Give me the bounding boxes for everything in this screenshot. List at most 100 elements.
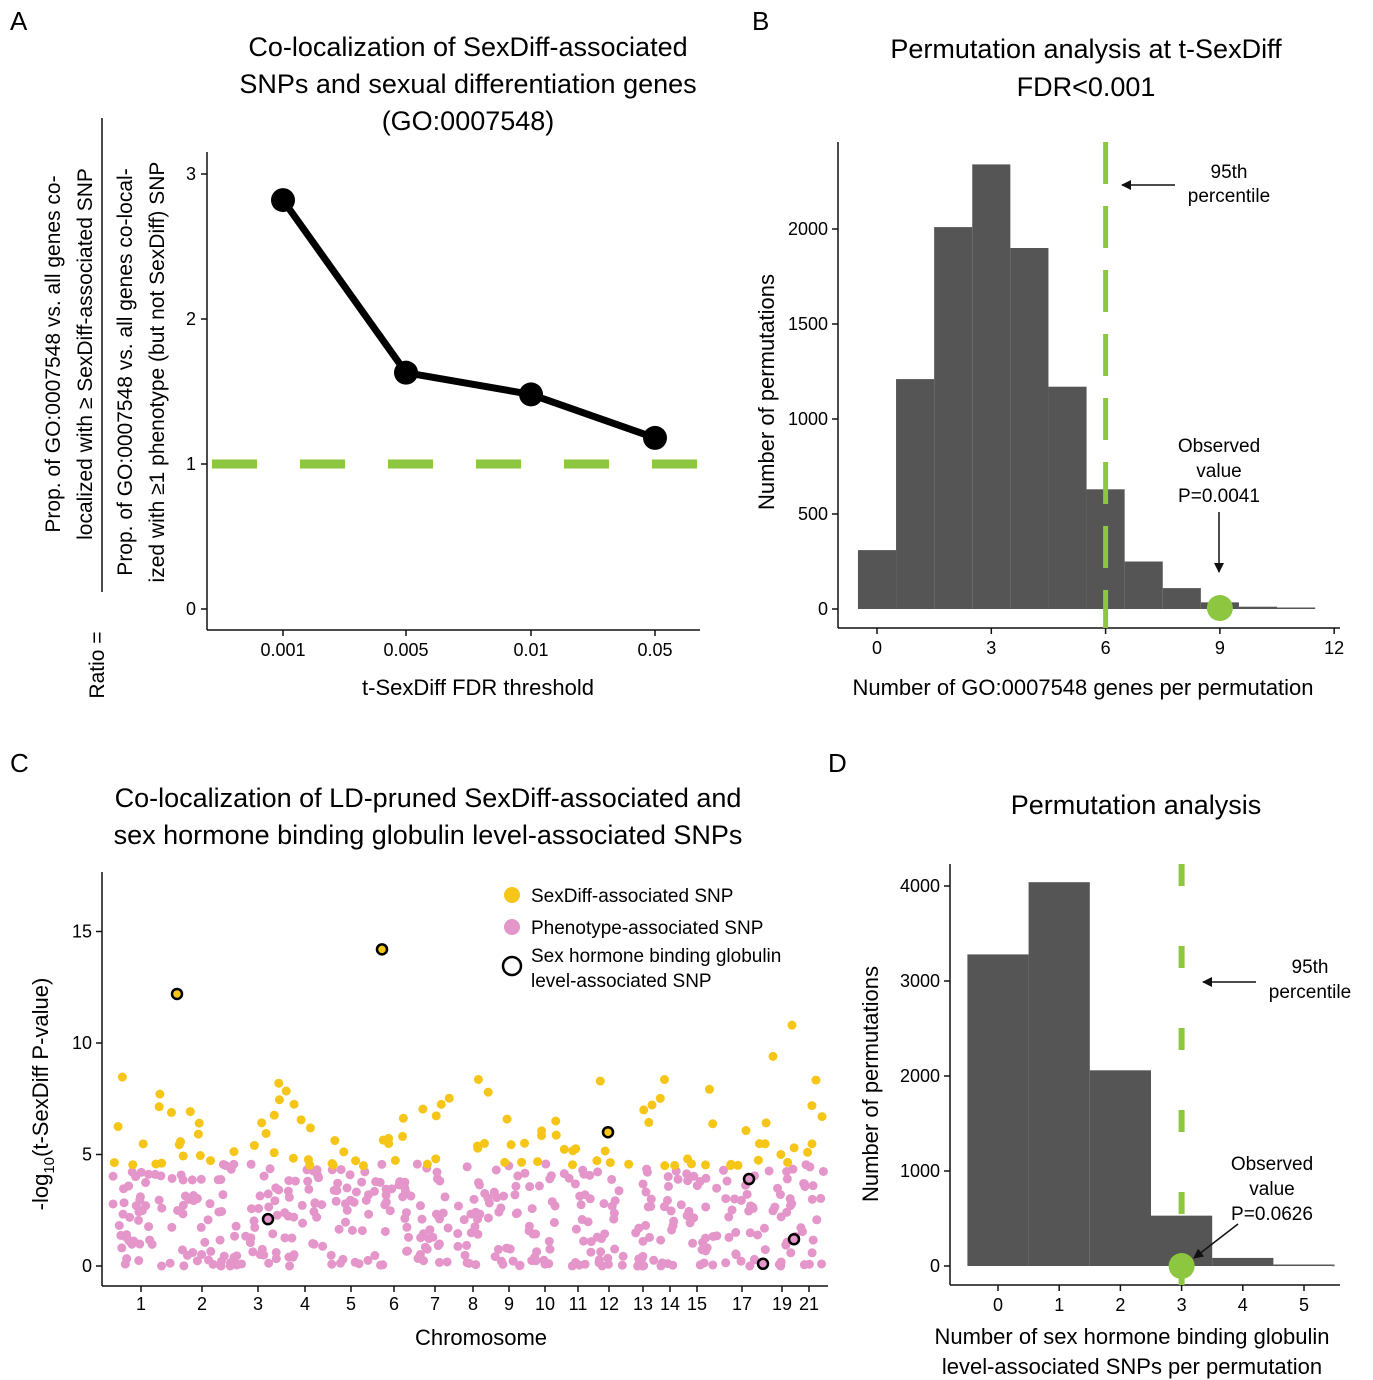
- phenotype-snp-point: [571, 1224, 581, 1234]
- phenotype-snp-point: [108, 1199, 118, 1209]
- chromosome-label: 3: [253, 1294, 263, 1314]
- phenotype-snp-point: [453, 1241, 463, 1251]
- phenotype-snp-point: [807, 1248, 817, 1258]
- phenotype-snp-point: [786, 1248, 796, 1258]
- x-tick-label: 4: [1238, 1295, 1248, 1315]
- sexdiff-snp-point: [551, 1116, 561, 1126]
- sexdiff-snp-point: [473, 1074, 483, 1084]
- sexdiff-snp-point: [327, 1159, 337, 1169]
- phenotype-snp-point: [442, 1257, 452, 1267]
- phenotype-snp-point: [637, 1261, 647, 1271]
- phenotype-snp-point: [304, 1184, 314, 1194]
- sexdiff-snp-point: [600, 1146, 610, 1156]
- sexdiff-snp-point: [768, 1051, 778, 1061]
- phenotype-snp-point: [332, 1186, 342, 1196]
- phenotype-snp-point: [499, 1191, 509, 1201]
- phenotype-snp-point: [545, 1244, 555, 1254]
- phenotype-snp-point: [290, 1176, 300, 1186]
- phenotype-snp-point: [805, 1162, 815, 1172]
- phenotype-snp-point: [124, 1181, 134, 1191]
- phenotype-snp-point: [642, 1164, 652, 1174]
- phenotype-snp-point: [575, 1191, 585, 1201]
- phenotype-snp-point: [520, 1168, 530, 1178]
- panel-b-annot-obs-2: value: [1196, 461, 1241, 482]
- phenotype-snp-point: [117, 1243, 127, 1253]
- phenotype-snp-point: [818, 1166, 828, 1176]
- sexdiff-snp-point: [117, 1072, 127, 1082]
- phenotype-snp-point: [712, 1183, 722, 1193]
- phenotype-snp-point: [638, 1179, 648, 1189]
- phenotype-snp-point: [357, 1177, 367, 1187]
- phenotype-snp-point: [490, 1252, 500, 1262]
- sexdiff-snp-point: [567, 1160, 577, 1170]
- phenotype-snp-point: [579, 1236, 589, 1246]
- shbg-snp-point: [375, 943, 389, 956]
- sexdiff-snp-point: [670, 1160, 680, 1170]
- phenotype-snp-point: [508, 1256, 518, 1266]
- phenotype-snp-point: [580, 1259, 590, 1269]
- phenotype-snp-point: [229, 1252, 239, 1262]
- x-tick-label: 5: [1299, 1295, 1309, 1315]
- phenotype-snp-point: [216, 1256, 226, 1266]
- phenotype-snp-point: [336, 1165, 346, 1175]
- phenotype-snp-point: [318, 1241, 328, 1251]
- phenotype-snp-point: [641, 1187, 651, 1197]
- panel-c-title-line-1: Co-localization of LD-pruned SexDiff-ass…: [115, 783, 742, 813]
- phenotype-snp-point: [387, 1184, 397, 1194]
- chromosome-label: 7: [430, 1294, 440, 1314]
- panel-b-annot-obs-3: P=0.0041: [1178, 486, 1260, 507]
- panel-c-legend: SexDiff-associated SNP Phenotype-associa…: [501, 886, 781, 992]
- y-tick-label: 4000: [900, 876, 940, 896]
- panel-a-x-ticks: 0.001 0.005 0.01 0.05: [260, 630, 673, 660]
- phenotype-snp-point: [254, 1203, 264, 1213]
- sexdiff-snp-point: [473, 1143, 483, 1153]
- panel-a-ylabel-den-2: ized with ≥1 phenotype (but not SexDiff)…: [146, 162, 169, 583]
- panel-a: A Co-localization of SexDiff-associated …: [10, 6, 700, 700]
- sexdiff-snp-point: [655, 1093, 665, 1103]
- phenotype-snp-point: [249, 1216, 259, 1226]
- panel-d-xlabel-1: Number of sex hormone binding globulin: [934, 1324, 1329, 1349]
- phenotype-snp-point: [466, 1209, 476, 1219]
- panel-b-letter: B: [752, 6, 769, 36]
- phenotype-snp-point: [189, 1196, 199, 1206]
- phenotype-snp-point: [440, 1192, 450, 1202]
- phenotype-snp-point: [250, 1222, 260, 1232]
- phenotype-snp-point: [502, 1243, 512, 1253]
- phenotype-snp-point: [617, 1260, 627, 1270]
- sexdiff-snp-point: [595, 1076, 605, 1086]
- sexdiff-snp-point: [339, 1147, 349, 1157]
- observed-value-point: [1206, 595, 1233, 621]
- phenotype-snp-point: [167, 1173, 177, 1183]
- phenotype-snp-point: [114, 1221, 124, 1231]
- sexdiff-snp-point: [174, 1140, 184, 1150]
- sexdiff-snp-point: [817, 1112, 827, 1122]
- chromosome-label: 21: [799, 1294, 819, 1314]
- phenotype-snp-point: [721, 1194, 731, 1204]
- sexdiff-snp-point: [398, 1131, 408, 1141]
- phenotype-snp-point: [731, 1227, 741, 1237]
- panel-d-annot-obs-3: P=0.0626: [1231, 1204, 1313, 1225]
- phenotype-snp-point: [381, 1197, 391, 1207]
- phenotype-snp-point: [370, 1251, 380, 1261]
- phenotype-snp-point: [156, 1171, 166, 1181]
- phenotype-snp-point: [493, 1244, 503, 1254]
- y-tick-label: 0: [818, 599, 828, 619]
- phenotype-snp-point: [586, 1247, 596, 1257]
- phenotype-snp-point: [454, 1201, 464, 1211]
- sexdiff-snp-point: [195, 1151, 205, 1161]
- phenotype-snp-point: [460, 1250, 470, 1260]
- x-tick-label: 0.05: [637, 640, 672, 660]
- sexdiff-snp-point: [789, 1143, 799, 1153]
- sexdiff-snp-point: [281, 1086, 291, 1096]
- phenotype-snp-point: [808, 1235, 818, 1245]
- phenotype-snp-point: [796, 1223, 806, 1233]
- phenotype-snp-point: [347, 1225, 357, 1235]
- phenotype-snp-point: [496, 1256, 506, 1266]
- phenotype-snp-point: [404, 1232, 414, 1242]
- sexdiff-snp-point: [193, 1129, 203, 1139]
- phenotype-snp-point: [494, 1207, 504, 1217]
- phenotype-snp-point: [338, 1254, 348, 1264]
- panel-d-title: Permutation analysis: [1011, 790, 1262, 820]
- phenotype-snp-point: [144, 1169, 154, 1179]
- phenotype-snp-point: [701, 1173, 711, 1183]
